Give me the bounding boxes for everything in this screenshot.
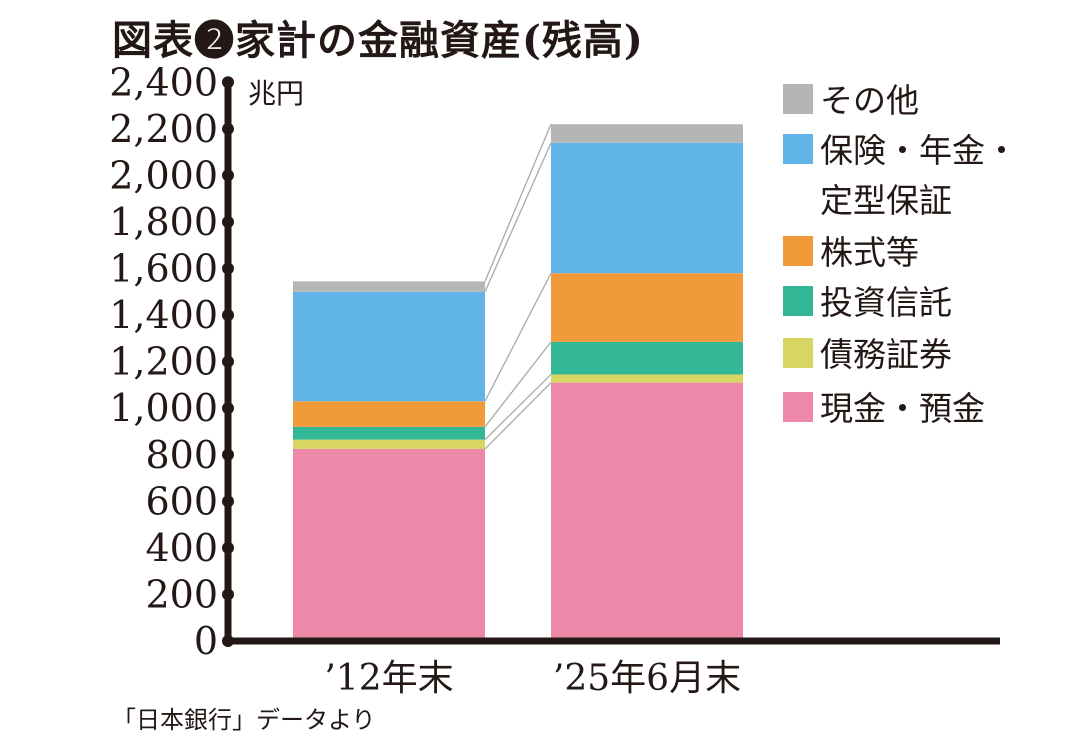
legend-item: その他 [783, 81, 919, 120]
y-tick-label: 1,600 [109, 247, 218, 291]
connector-line-5 [484, 142, 552, 293]
bar-segment-5-cat-1 [293, 291, 485, 402]
y-tick-dot [222, 215, 234, 228]
connector-line-2 [484, 373, 552, 441]
legend-label: 投資信託 [820, 283, 952, 322]
x-tick-label: ’12年末 [324, 658, 453, 699]
connector-line-4 [484, 272, 552, 402]
legend-label: 現金・預金 [820, 389, 985, 428]
y-tick-dot [222, 122, 234, 135]
legend-item: 保険・年金・定型保証 [783, 131, 1018, 220]
bar-segment-1-cat-1 [293, 448, 485, 641]
bar-segment-6-cat-1 [293, 281, 485, 292]
y-tick-label: 1,200 [109, 340, 218, 384]
x-tick-label: ’25年6月末 [553, 658, 741, 699]
y-axis-unit: 兆円 [248, 77, 304, 110]
legend-label: 定型保証 [820, 181, 952, 220]
y-tick-dot [222, 169, 234, 182]
y-tick-label: 2,000 [109, 153, 218, 197]
legend-item: 債務証券 [783, 335, 952, 374]
legend-label: 債務証券 [820, 335, 952, 374]
connector-line-1 [484, 382, 552, 450]
legend-swatch [783, 286, 813, 316]
bar-segment-2-cat-1 [293, 439, 485, 449]
legend-label: 株式等 [820, 233, 919, 272]
y-tick-dot [222, 541, 234, 554]
legend-swatch [783, 134, 813, 164]
bar-segment-1-cat-2 [551, 382, 743, 641]
legend-swatch [783, 392, 813, 422]
y-tick-dot [222, 495, 234, 508]
legend-label: その他 [820, 81, 919, 120]
legend-item: 現金・預金 [783, 389, 985, 428]
y-tick-label: 400 [145, 526, 218, 570]
legend-swatch [783, 84, 813, 114]
y-tick-label: 2,200 [109, 107, 218, 151]
connector-line-3 [484, 341, 552, 428]
y-tick-dot [222, 635, 234, 647]
y-tick-label: 2,400 [109, 60, 218, 104]
y-tick-dot [222, 309, 234, 322]
bar-segment-2-cat-2 [551, 374, 743, 383]
y-tick-dot [222, 355, 234, 368]
bar-segment-5-cat-2 [551, 142, 743, 274]
y-tick-label: 0 [194, 619, 218, 663]
y-tick-label: 600 [145, 479, 218, 523]
y-tick-label: 200 [145, 572, 218, 616]
y-tick-dot [222, 262, 234, 275]
bar-segment-4-cat-2 [551, 273, 743, 342]
y-tick-dot [222, 76, 234, 89]
bar-segment-4-cat-1 [293, 401, 485, 427]
y-tick-label: 1,000 [109, 386, 218, 430]
y-tick-label: 1,800 [109, 200, 218, 244]
chart-title: 図表❷家計の金融資産(残高) [112, 17, 644, 64]
y-tick-label: 800 [145, 433, 218, 477]
y-tick-dot [222, 402, 234, 415]
legend-item: 投資信託 [783, 283, 952, 322]
y-tick-dot [222, 588, 234, 601]
legend-label: 保険・年金・ [820, 131, 1018, 170]
connector-line-6 [484, 123, 552, 282]
legend-swatch [783, 236, 813, 266]
legend-swatch [783, 338, 813, 368]
y-tick-label: 1,400 [109, 293, 218, 337]
bar-segment-6-cat-2 [551, 124, 743, 143]
bar-segment-3-cat-2 [551, 341, 743, 375]
source-note: 「日本銀行」データより [112, 706, 376, 734]
y-tick-dot [222, 448, 234, 461]
legend-item: 株式等 [783, 233, 919, 272]
bar-segment-3-cat-1 [293, 426, 485, 440]
